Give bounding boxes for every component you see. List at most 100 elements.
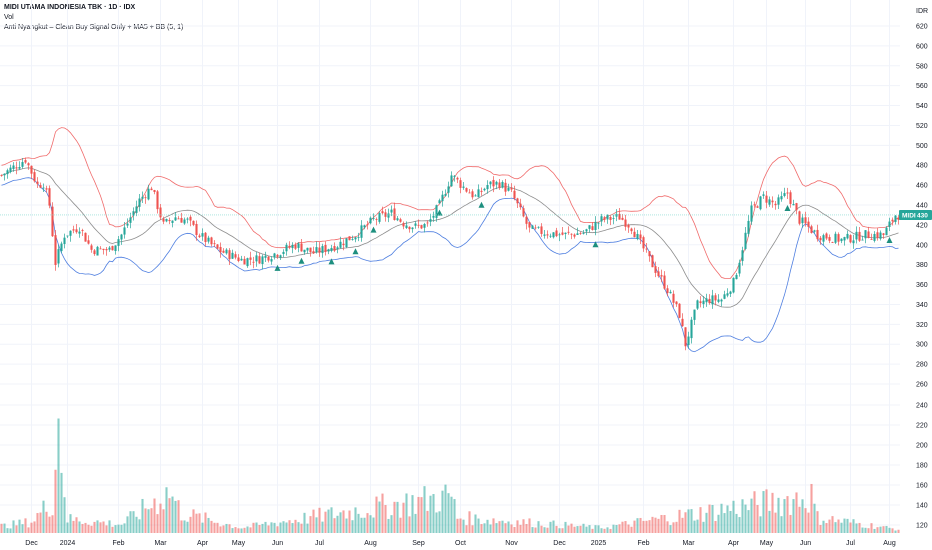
candle-body	[636, 233, 639, 240]
volume-bar	[225, 523, 228, 533]
volume-bar	[438, 511, 441, 533]
volume-bar	[855, 523, 858, 533]
volume-bar	[387, 518, 390, 533]
candle-body	[69, 230, 72, 236]
candle-body	[795, 203, 798, 211]
candle-body	[282, 251, 285, 254]
candle-body	[459, 180, 462, 188]
volume-bar	[60, 472, 63, 533]
candle-body	[420, 225, 423, 229]
volume-bar	[84, 522, 87, 533]
candle-body	[486, 185, 489, 190]
candle-body	[621, 217, 624, 220]
volume-bar	[858, 522, 861, 533]
volume-bar	[222, 525, 225, 533]
candle-body	[897, 217, 900, 220]
candle-body	[354, 237, 357, 240]
candle-body	[534, 227, 537, 229]
volume-legend-label: Vol	[4, 14, 14, 21]
time-axis-label: Aug	[883, 540, 896, 547]
candle-body	[762, 194, 765, 196]
volume-bar	[243, 527, 246, 533]
time-axis-label: Dec	[25, 540, 38, 547]
candle-body	[57, 249, 60, 264]
time-axis-label: Apr	[728, 540, 740, 547]
currency-label: IDR	[916, 8, 928, 15]
moving-average-line	[1, 167, 899, 308]
volume-bar	[843, 518, 846, 533]
volume-bar	[483, 523, 486, 533]
candle-body	[558, 234, 561, 236]
volume-bar	[105, 525, 108, 533]
volume-bar	[486, 519, 489, 533]
volume-bar	[477, 518, 480, 533]
volume-bar	[6, 528, 9, 533]
candle-body	[174, 217, 177, 221]
volume-bar	[288, 520, 291, 533]
volume-bar	[573, 526, 576, 533]
volume-bar	[729, 510, 732, 533]
volume-bar	[531, 527, 534, 533]
candle-body	[276, 254, 279, 257]
candle-body	[231, 252, 234, 259]
volume-bar	[840, 522, 843, 533]
candle-body	[750, 205, 753, 222]
buy-signal-marker	[886, 237, 893, 244]
volume-bar	[27, 527, 30, 533]
candle-body	[471, 191, 474, 198]
volume-bar	[33, 521, 36, 533]
volume-bar	[582, 523, 585, 533]
volume-bar	[186, 521, 189, 533]
volume-bar	[528, 518, 531, 533]
volume-bar	[192, 509, 195, 533]
volume-bar	[513, 527, 516, 533]
volume-bar	[471, 525, 474, 533]
chart-legend: MIDI UTAMA INDONESIA TBK · 1D · IDX Vol …	[4, 3, 183, 33]
candle-body	[525, 216, 528, 224]
candle-body	[162, 218, 165, 222]
candle-body	[180, 217, 183, 223]
candle-body	[225, 249, 228, 254]
volume-bar	[327, 509, 330, 533]
volume-bar	[66, 522, 69, 533]
volume-bar	[24, 518, 27, 533]
candle-body	[33, 172, 36, 182]
candle-body	[600, 216, 603, 222]
candle-body	[342, 243, 345, 246]
candle-body	[411, 227, 414, 230]
volume-bar	[846, 518, 849, 533]
candle-body	[606, 215, 609, 220]
candle-body	[831, 241, 834, 243]
candle-body	[885, 227, 888, 236]
candle-body	[24, 160, 27, 163]
volume-bar	[579, 525, 582, 533]
volume-bar	[384, 505, 387, 533]
candle-body	[819, 237, 822, 241]
volume-bar	[141, 498, 144, 533]
volume-bar	[570, 523, 573, 533]
volume-bar	[423, 486, 426, 533]
volume-bar	[207, 517, 210, 533]
volume-bar	[552, 520, 555, 533]
volume-bar	[693, 520, 696, 533]
volume-bar	[138, 519, 141, 533]
candle-body	[87, 240, 90, 244]
volume-bar	[258, 524, 261, 533]
candle-body	[573, 234, 576, 237]
candle-body	[843, 237, 846, 241]
candle-body	[540, 226, 543, 234]
candle-body	[261, 256, 264, 264]
volume-bar	[102, 521, 105, 533]
candle-body	[273, 253, 276, 258]
candle-body	[198, 235, 201, 238]
volume-bar	[15, 525, 18, 533]
volume-bar	[375, 496, 378, 533]
candle-body	[396, 218, 399, 221]
candle-body	[891, 219, 894, 222]
candle-body	[267, 256, 270, 261]
volume-bar	[351, 520, 354, 533]
candle-body	[117, 239, 120, 246]
volume-bar	[69, 514, 72, 533]
volume-bar	[744, 504, 747, 533]
